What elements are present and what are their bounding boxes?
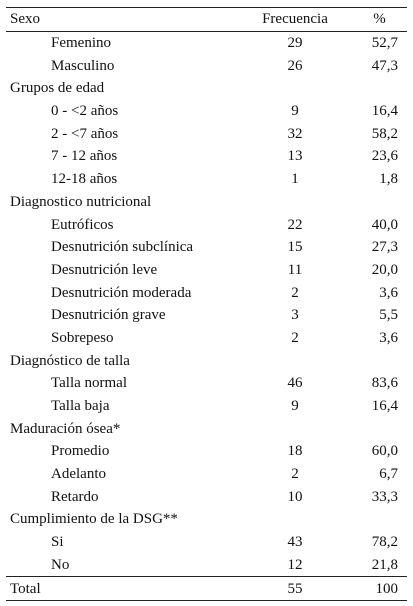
percent-cell: 16,4: [371, 398, 398, 415]
section-heading: Diagnóstico de talla: [10, 352, 130, 369]
table-row: Retardo 10 33,3: [6, 485, 407, 508]
header-sexo: Sexo: [10, 11, 40, 28]
total-row: Total 55 100: [6, 576, 407, 601]
row-label: Si: [51, 534, 64, 551]
table-body: Femenino 29 52,7 Masculino 26 47,3 Grupos de e…: [6, 31, 407, 601]
percent-cell: 33,3: [371, 488, 398, 505]
table-row: 7 - 12 años 13 23,6: [6, 145, 407, 168]
table-row: Desnutrición grave 3 5,5: [6, 304, 407, 327]
frequency-cell: 22: [287, 216, 303, 233]
percent-cell: 60,0: [371, 443, 398, 460]
section-row: Diagnóstico de talla: [6, 349, 407, 372]
table-row: 2 - <7 años 32 58,2: [6, 122, 407, 145]
table-row: Adelanto 2 6,7: [6, 463, 407, 486]
table-row: Talla baja 9 16,4: [6, 395, 407, 418]
frequency-cell: 15: [287, 239, 303, 256]
row-label: Talla normal: [51, 375, 128, 392]
row-label: 7 - 12 años: [51, 148, 118, 165]
percent-cell: 100: [375, 580, 399, 597]
frequency-cell: 11: [287, 261, 303, 278]
frequency-table: Sexo Frecuencia % Femenino 29 52,7 Masculin…: [6, 7, 407, 601]
table-row: Femenino 29 52,7: [6, 31, 407, 54]
table-row: Desnutrición moderada 2 3,6: [6, 281, 407, 304]
row-label: 0 - <2 años: [51, 103, 119, 120]
row-label: Sobrepeso: [51, 329, 114, 346]
section-row: Cumplimiento de la DSG**: [6, 508, 407, 531]
table-header: Sexo Frecuencia %: [6, 7, 407, 32]
frequency-cell: 3: [291, 307, 299, 324]
total-label: Total: [10, 580, 41, 597]
percent-cell: 52,7: [371, 35, 398, 52]
row-label: Retardo: [51, 488, 99, 505]
percent-cell: 5,5: [379, 307, 398, 324]
percent-cell: 58,2: [371, 125, 398, 142]
table-row: Masculino 26 47,3: [6, 54, 407, 77]
percent-cell: 27,3: [371, 239, 398, 256]
frequency-cell: 26: [287, 57, 303, 74]
row-label: Desnutrición grave: [51, 307, 166, 324]
frequency-cell: 12: [287, 556, 303, 573]
percent-cell: 3,6: [379, 329, 398, 346]
percent-cell: 6,7: [379, 466, 398, 483]
table-row: Eutróficos 22 40,0: [6, 213, 407, 236]
section-heading: Grupos de edad: [10, 80, 105, 97]
frequency-cell: 13: [287, 148, 303, 165]
row-label: Adelanto: [51, 466, 106, 483]
frequency-cell: 46: [287, 375, 303, 392]
table-row: Desnutrición subclínica 15 27,3: [6, 236, 407, 259]
table-row: Promedio 18 60,0: [6, 440, 407, 463]
frequency-cell: 55: [287, 580, 303, 597]
table-row: 0 - <2 años 9 16,4: [6, 100, 407, 123]
row-label: 12-18 años: [51, 171, 118, 188]
percent-cell: 47,3: [371, 57, 398, 74]
row-label: Femenino: [51, 35, 111, 52]
frequency-cell: 29: [287, 35, 303, 52]
percent-cell: 40,0: [371, 216, 398, 233]
percent-cell: 78,2: [371, 534, 398, 551]
frequency-cell: 2: [291, 284, 299, 301]
frequency-cell: 18: [287, 443, 303, 460]
row-label: Promedio: [51, 443, 110, 460]
section-heading: Diagnostico nutricional: [10, 193, 152, 210]
section-row: Diagnostico nutricional: [6, 191, 407, 214]
row-label: Desnutrición subclínica: [51, 239, 194, 256]
row-label: Desnutrición moderada: [51, 284, 192, 301]
row-label: Eutróficos: [51, 216, 114, 233]
frequency-cell: 43: [287, 534, 303, 551]
table-row: Sobrepeso 2 3,6: [6, 327, 407, 350]
frequency-cell: 10: [287, 488, 303, 505]
row-label: Talla baja: [51, 398, 110, 415]
percent-cell: 16,4: [371, 103, 398, 120]
percent-cell: 3,6: [379, 284, 398, 301]
header-row: Sexo Frecuencia %: [6, 7, 407, 32]
frequency-cell: 9: [291, 103, 299, 120]
table-row: 12-18 años 1 1,8: [6, 168, 407, 191]
row-label: 2 - <7 años: [51, 125, 119, 142]
row-label: Masculino: [51, 57, 115, 74]
percent-cell: 20,0: [371, 261, 398, 278]
section-heading: Cumplimiento de la DSG**: [10, 511, 178, 528]
table-row: No 12 21,8: [6, 554, 407, 577]
section-row: Maduración ósea*: [6, 417, 407, 440]
percent-cell: 83,6: [371, 375, 398, 392]
percent-cell: 21,8: [371, 556, 398, 573]
table-row: Si 43 78,2: [6, 531, 407, 554]
section-heading: Maduración ósea*: [10, 420, 121, 437]
header-percent: %: [373, 11, 386, 28]
section-row: Grupos de edad: [6, 77, 407, 100]
percent-cell: 1,8: [379, 171, 398, 188]
table-row: Desnutrición leve 11 20,0: [6, 259, 407, 282]
frequency-cell: 1: [291, 171, 299, 188]
percent-cell: 23,6: [371, 148, 398, 165]
row-label: No: [51, 556, 70, 573]
header-frecuencia: Frecuencia: [262, 11, 328, 28]
table-row: Talla normal 46 83,6: [6, 372, 407, 395]
frequency-cell: 32: [287, 125, 303, 142]
row-label: Desnutrición leve: [51, 261, 158, 278]
frequency-cell: 2: [291, 329, 299, 346]
frequency-cell: 9: [291, 398, 299, 415]
frequency-cell: 2: [291, 466, 299, 483]
